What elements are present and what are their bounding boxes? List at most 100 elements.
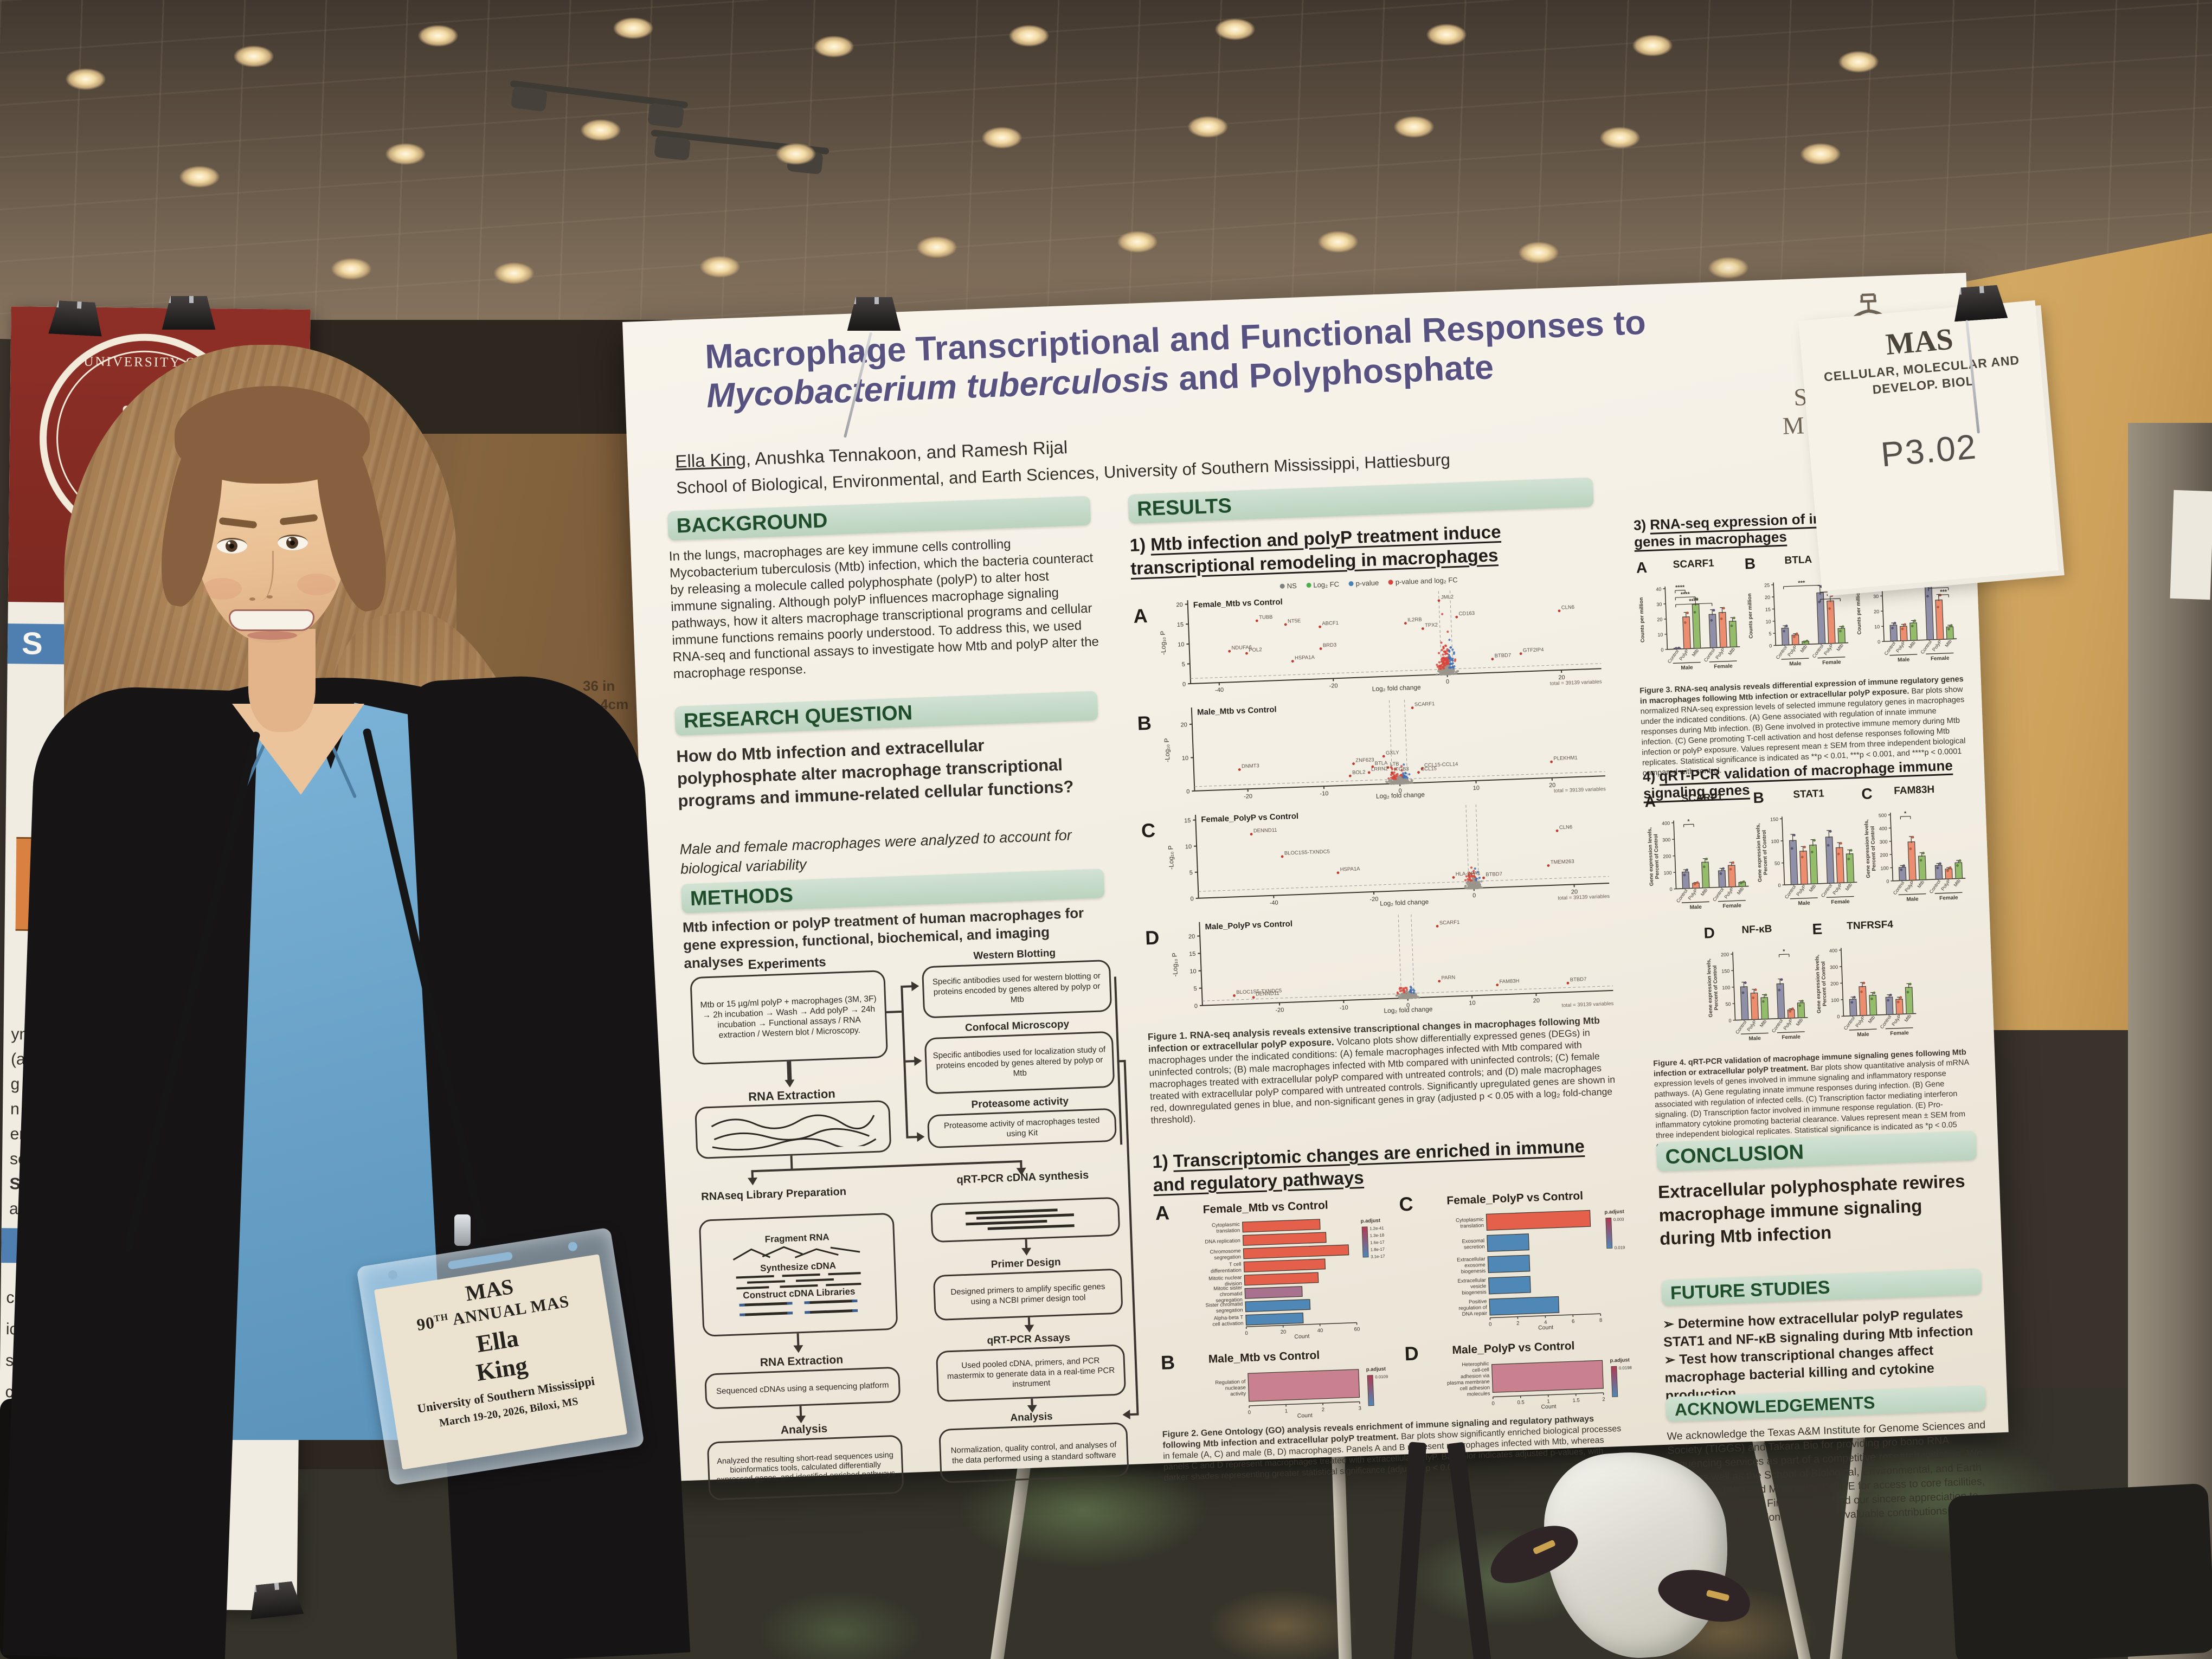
svg-text:20: 20 (1533, 998, 1540, 1004)
svg-text:500: 500 (1879, 813, 1887, 819)
black-cardigan (2, 684, 259, 1659)
svg-text:Alpha-beta T: Alpha-beta T (1214, 1315, 1244, 1322)
svg-text:Mtb: Mtb (1907, 640, 1917, 650)
ceiling-light (694, 253, 746, 281)
svg-text:5: 5 (1189, 870, 1193, 876)
binder-clip (847, 297, 901, 331)
svg-text:1.5: 1.5 (1572, 1398, 1580, 1404)
svg-text:Counts per million: Counts per million (1638, 597, 1646, 642)
svg-text:15: 15 (1765, 607, 1771, 612)
svg-text:Log₂ fold change: Log₂ fold change (1384, 1005, 1433, 1014)
ceiling-light (412, 22, 464, 50)
svg-text:100: 100 (1663, 870, 1671, 876)
svg-text:NT5E: NT5E (1288, 618, 1301, 625)
rnaseq-chart-scarf1: 0 10 20 30 40 Counts per million Control PolyP M… (1636, 572, 1743, 679)
svg-text:total = 39139 variables: total = 39139 variables (1550, 679, 1602, 687)
svg-text:40: 40 (1317, 1328, 1323, 1334)
svg-text:DNA repair: DNA repair (1462, 1310, 1487, 1317)
svg-text:Percent of Control: Percent of Control (1761, 830, 1769, 875)
svg-text:cell-cell: cell-cell (1472, 1367, 1489, 1373)
svg-text:5: 5 (1193, 986, 1197, 992)
svg-text:150: 150 (1721, 968, 1729, 974)
svg-text:Mtb: Mtb (1727, 646, 1736, 656)
ceiling-light (911, 233, 963, 261)
svg-text:****: **** (1681, 591, 1690, 598)
svg-text:Control: Control (1820, 883, 1834, 898)
svg-text:DENND11: DENND11 (1256, 991, 1279, 998)
svg-text:100: 100 (1880, 865, 1888, 871)
ceiling-light (228, 42, 280, 70)
ceiling-light (1003, 22, 1055, 50)
svg-text:p.adjust: p.adjust (1610, 1357, 1630, 1364)
svg-text:IL2RB: IL2RB (1407, 617, 1422, 623)
svg-text:0: 0 (1472, 892, 1476, 899)
svg-text:TUBB: TUBB (1259, 614, 1273, 621)
ceiling-light (770, 140, 822, 168)
svg-text:0: 0 (1837, 1014, 1840, 1019)
svg-text:25: 25 (1764, 582, 1770, 588)
svg-text:CCL15-CCL14: CCL15-CCL14 (1424, 761, 1458, 768)
svg-text:Count: Count (1297, 1412, 1313, 1419)
svg-text:0: 0 (1661, 647, 1663, 653)
svg-text:PolyP: PolyP (1831, 882, 1843, 896)
svg-text:ABCF1: ABCF1 (1322, 620, 1339, 627)
svg-text:BTBD7: BTBD7 (1570, 976, 1587, 983)
lanyard-clasp (454, 1214, 471, 1246)
svg-text:Control: Control (1879, 1014, 1893, 1030)
svg-text:Percent of Control: Percent of Control (1821, 961, 1828, 1006)
svg-text:Control: Control (1667, 648, 1680, 664)
svg-text:Percent of Control: Percent of Control (1712, 965, 1720, 1010)
ceiling-light (325, 255, 377, 283)
ceiling-light (1111, 228, 1163, 256)
svg-text:segregation: segregation (1214, 1254, 1241, 1261)
svg-text:Female: Female (1939, 895, 1958, 901)
svg-text:20: 20 (1657, 617, 1662, 622)
confocal-box: Specific antibodies used for localizatio… (924, 1031, 1115, 1095)
svg-text:Control: Control (1703, 647, 1716, 663)
svg-text:differentiation: differentiation (1211, 1268, 1242, 1275)
svg-text:exosome: exosome (1464, 1262, 1486, 1269)
svg-text:Mtb: Mtb (1808, 883, 1817, 893)
svg-text:Male: Male (1748, 1036, 1761, 1042)
svg-text:total = 39139 variables: total = 39139 variables (1558, 893, 1610, 902)
svg-text:2: 2 (1516, 1321, 1520, 1327)
svg-text:regulation of: regulation of (1458, 1304, 1487, 1311)
svg-text:15: 15 (1189, 951, 1196, 957)
svg-text:Cytoplasmic: Cytoplasmic (1212, 1221, 1240, 1229)
ceiling-light (488, 259, 540, 287)
ceiling-light (1513, 239, 1565, 267)
svg-text:Control: Control (1843, 1015, 1856, 1031)
svg-text:PolyP: PolyP (1723, 886, 1735, 900)
shoe-buckle (1706, 1590, 1730, 1602)
svg-text:20: 20 (1180, 722, 1187, 728)
ceiling-light (173, 163, 226, 191)
svg-text:Log₂ fold change: Log₂ fold change (1380, 898, 1429, 907)
svg-text:1.8e-17: 1.8e-17 (1370, 1247, 1385, 1252)
ceiling-light (1182, 113, 1234, 141)
svg-text:-20: -20 (1275, 1007, 1284, 1014)
svg-text:p.adjust: p.adjust (1366, 1366, 1387, 1373)
svg-text:Female: Female (1822, 659, 1841, 666)
svg-text:***: *** (1827, 593, 1834, 599)
svg-text:10: 10 (1189, 968, 1197, 975)
svg-text:-Log₁₀ P: -Log₁₀ P (1167, 845, 1175, 870)
eye (217, 538, 247, 554)
svg-text:0: 0 (1186, 788, 1190, 795)
svg-text:0: 0 (1406, 1002, 1410, 1009)
qpcr-chart-nfkb: 0 50 100 150 200 Gene expression levels, Perce… (1704, 937, 1811, 1050)
svg-text:Female: Female (1931, 655, 1950, 662)
svg-text:Female: Female (1714, 663, 1733, 670)
svg-text:Male: Male (1898, 657, 1910, 663)
primer-box: Designed primers to amplify specific gen… (933, 1268, 1123, 1321)
svg-text:20: 20 (1874, 609, 1879, 614)
svg-text:20: 20 (1549, 782, 1556, 789)
svg-text:Male: Male (1689, 904, 1702, 911)
svg-text:0: 0 (1669, 886, 1672, 892)
svg-text:8: 8 (1599, 1317, 1603, 1323)
svg-text:Gene expression levels,: Gene expression levels, (1863, 819, 1872, 878)
svg-text:ITGB3: ITGB3 (1394, 766, 1409, 773)
svg-text:Extracellular: Extracellular (1457, 1256, 1486, 1263)
svg-text:cell activation: cell activation (1212, 1321, 1243, 1328)
presenter: MAS 90TH ANNUAL MAS Ella King University… (0, 0, 691, 1659)
